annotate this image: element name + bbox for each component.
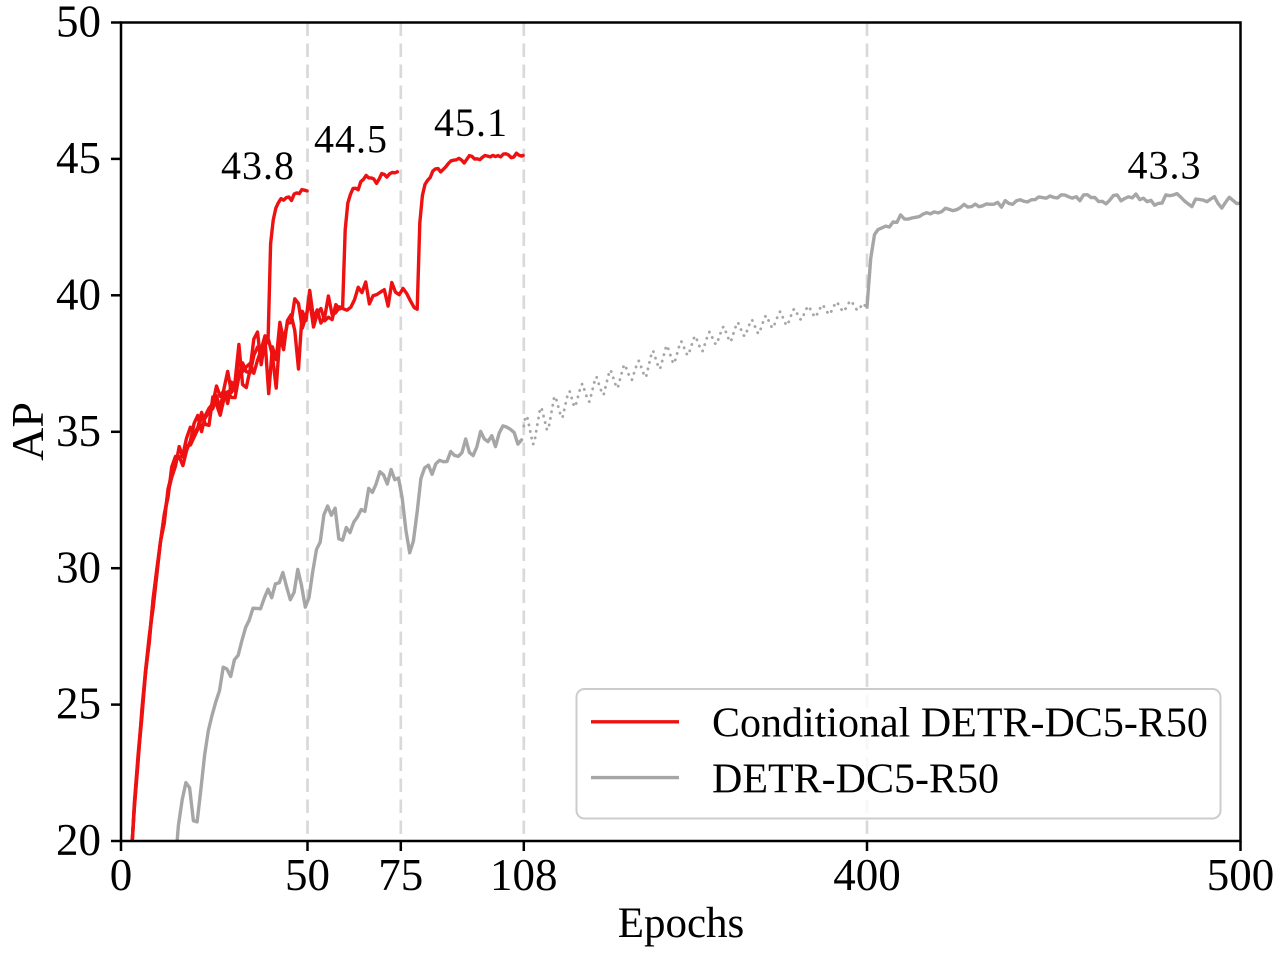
- svg-text:30: 30: [56, 542, 101, 592]
- svg-text:35: 35: [56, 406, 101, 456]
- svg-text:40: 40: [56, 269, 101, 319]
- svg-text:Epochs: Epochs: [618, 900, 745, 947]
- svg-text:45: 45: [56, 133, 101, 183]
- svg-text:45.1: 45.1: [434, 100, 508, 145]
- svg-text:50: 50: [285, 850, 330, 900]
- svg-text:43.8: 43.8: [221, 143, 295, 188]
- svg-text:43.3: 43.3: [1128, 143, 1202, 188]
- svg-text:500: 500: [1207, 850, 1275, 900]
- svg-text:Conditional DETR-DC5-R50: Conditional DETR-DC5-R50: [712, 701, 1208, 747]
- svg-text:44.5: 44.5: [314, 117, 388, 162]
- svg-text:108: 108: [490, 850, 558, 900]
- svg-text:400: 400: [833, 850, 901, 900]
- svg-text:20: 20: [56, 815, 101, 865]
- svg-text:75: 75: [378, 850, 423, 900]
- svg-text:AP: AP: [2, 402, 53, 461]
- svg-text:DETR-DC5-R50: DETR-DC5-R50: [712, 757, 999, 803]
- svg-text:25: 25: [56, 679, 101, 729]
- svg-text:50: 50: [56, 0, 101, 47]
- svg-text:0: 0: [110, 850, 133, 900]
